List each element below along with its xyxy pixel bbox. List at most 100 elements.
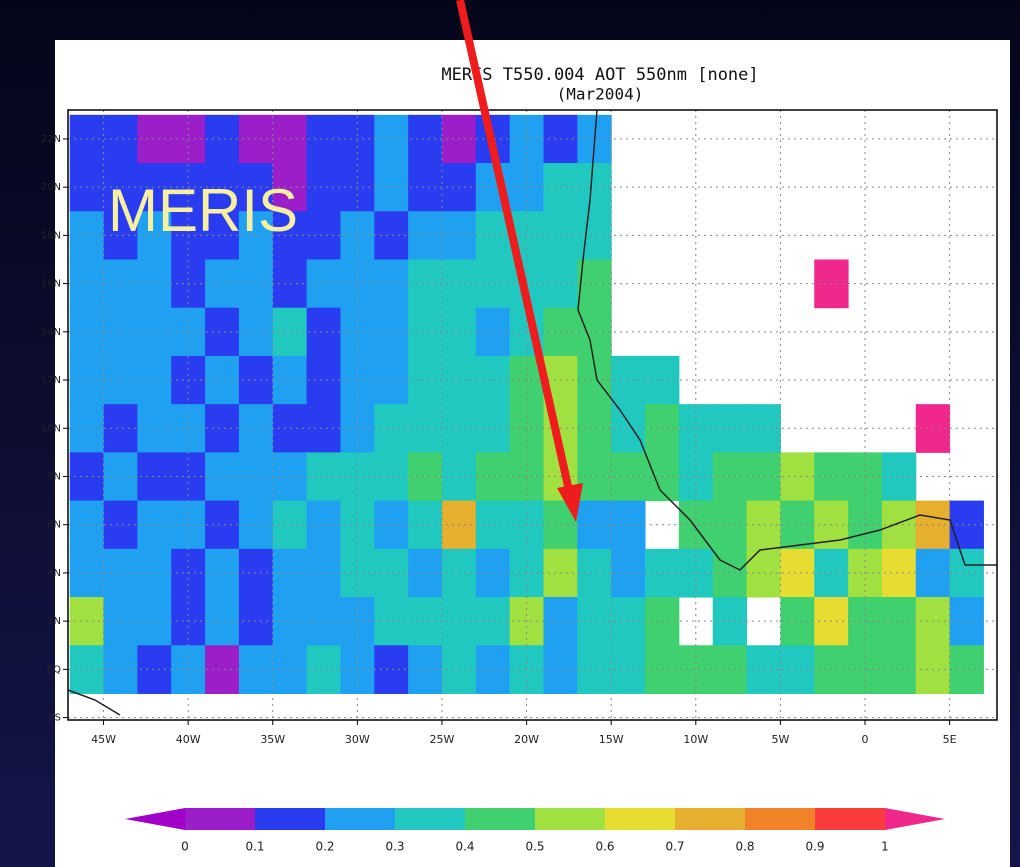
- cell: [307, 597, 341, 646]
- cell: [273, 404, 307, 453]
- colorbar-box: [185, 808, 256, 830]
- cell: [577, 452, 611, 501]
- sensor-label: MERIS: [108, 177, 298, 244]
- cell: [882, 501, 916, 550]
- cell: [239, 452, 273, 501]
- cell: [408, 115, 442, 164]
- cell: [307, 549, 341, 598]
- cell: [611, 452, 645, 501]
- cell: [747, 452, 781, 501]
- cell: [273, 549, 307, 598]
- cell: [137, 452, 171, 501]
- cell: [611, 549, 645, 598]
- cell: [137, 115, 171, 164]
- colorbar-box: [325, 808, 396, 830]
- cell: [950, 597, 984, 646]
- cell: [104, 356, 138, 405]
- cell: [104, 115, 138, 164]
- cell: [611, 597, 645, 646]
- cell: [747, 645, 781, 694]
- page: {"chart_data":{"type":"heatmap","title":…: [0, 0, 1020, 867]
- cell: [374, 115, 408, 164]
- cell: [950, 645, 984, 694]
- cell: [273, 645, 307, 694]
- cell: [374, 452, 408, 501]
- cell: [476, 259, 510, 308]
- cell: [950, 549, 984, 598]
- cell: [273, 308, 307, 357]
- colorbar-box: [535, 808, 606, 830]
- x-tick-label: 10W: [683, 733, 708, 746]
- y-tick-label: 12N: [41, 375, 61, 386]
- cell: [239, 501, 273, 550]
- cell: [205, 645, 239, 694]
- colorbar-label: 0.4: [455, 840, 474, 854]
- cell: [239, 115, 273, 164]
- colorbar-label: 0.3: [385, 840, 404, 854]
- cell: [408, 452, 442, 501]
- x-tick-label: 5E: [943, 733, 957, 746]
- cell: [780, 597, 814, 646]
- cell: [137, 645, 171, 694]
- cell: [239, 549, 273, 598]
- x-tick-label: 40W: [176, 733, 201, 746]
- cell: [239, 597, 273, 646]
- cell: [205, 597, 239, 646]
- cell: [273, 597, 307, 646]
- cell: [137, 308, 171, 357]
- colorbar-label: 0.5: [525, 840, 544, 854]
- cell: [408, 645, 442, 694]
- y-tick-label: 8N: [47, 471, 61, 482]
- cell: [104, 308, 138, 357]
- cell: [104, 259, 138, 308]
- y-tick-label: 14N: [41, 327, 61, 338]
- cell: [408, 597, 442, 646]
- cell: [577, 211, 611, 260]
- cell: [104, 645, 138, 694]
- cell: [307, 308, 341, 357]
- cell: [882, 645, 916, 694]
- cell: [374, 549, 408, 598]
- cell: [882, 452, 916, 501]
- cell: [239, 356, 273, 405]
- cell: [476, 356, 510, 405]
- x-tick-label: 5W: [771, 733, 789, 746]
- cell: [476, 549, 510, 598]
- x-tick-label: 30W: [345, 733, 370, 746]
- cell: [577, 404, 611, 453]
- cell: [137, 501, 171, 550]
- cell: [577, 549, 611, 598]
- cell: [577, 308, 611, 357]
- cell: [476, 501, 510, 550]
- cell: [408, 356, 442, 405]
- colorbar-box: [255, 808, 326, 830]
- y-tick-label: 10N: [41, 423, 61, 434]
- colorbar-label: 0.8: [735, 840, 754, 854]
- x-tick-label: 35W: [260, 733, 285, 746]
- cell: [307, 259, 341, 308]
- cell: [577, 645, 611, 694]
- colorbar-box: [745, 808, 816, 830]
- map-subtitle: (Mar2004): [557, 85, 644, 104]
- cell: [104, 549, 138, 598]
- cell: [374, 597, 408, 646]
- cell: [577, 501, 611, 550]
- colorbar-label: 0.1: [245, 840, 264, 854]
- cell: [476, 308, 510, 357]
- cell: [374, 259, 408, 308]
- cell: [374, 356, 408, 405]
- cell: [307, 211, 341, 260]
- cell: [374, 501, 408, 550]
- cell: [882, 597, 916, 646]
- x-tick-label: 20W: [514, 733, 539, 746]
- cell: [780, 501, 814, 550]
- cell: [239, 308, 273, 357]
- cell: [205, 549, 239, 598]
- x-tick-label: 25W: [430, 733, 455, 746]
- cell: [205, 404, 239, 453]
- cell: [307, 404, 341, 453]
- cell: [408, 404, 442, 453]
- x-tick-label: 15W: [599, 733, 624, 746]
- cell: [611, 501, 645, 550]
- cell: [577, 163, 611, 212]
